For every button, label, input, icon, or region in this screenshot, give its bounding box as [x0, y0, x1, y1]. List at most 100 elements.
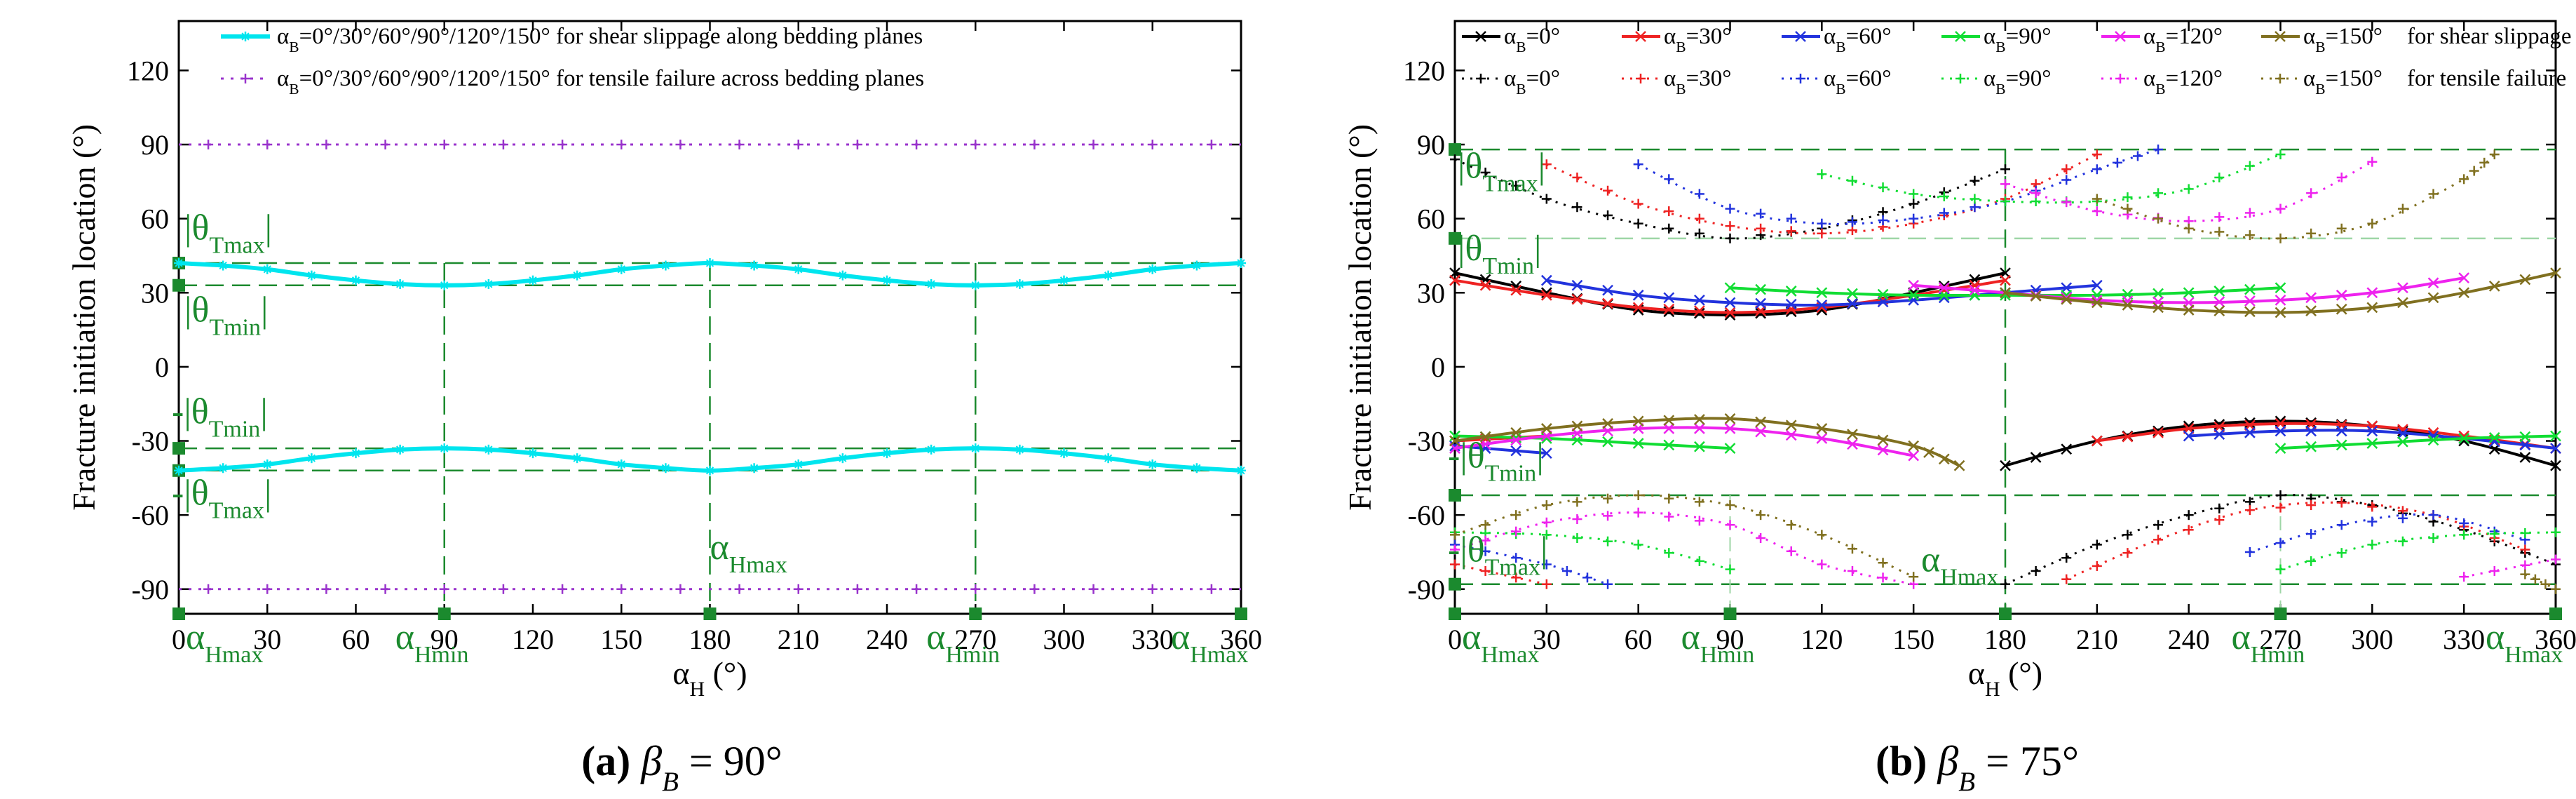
series-shear-point: [307, 454, 316, 462]
series-shear-point: [705, 259, 714, 267]
series-shear-point: [2550, 443, 2561, 454]
series-shear-point: [2091, 435, 2103, 447]
series-shear-point: [1908, 294, 1920, 306]
ref-square: [1449, 231, 1461, 245]
series-shear-point: [1755, 416, 1766, 428]
x-tick-label: 150: [600, 624, 642, 655]
y-axis-title: Fracture initiation location (°): [66, 124, 102, 511]
series-shear-point: [2000, 287, 2011, 299]
y-tick-label: 30: [141, 277, 169, 309]
ref-square: [172, 442, 185, 455]
legend: αB=0° αB=30° αB=60° αB=90° αB=120° αB=150° for…: [1462, 24, 2572, 98]
x-tick-label: 120: [512, 624, 554, 655]
panel-b: 0 30 60 90 120 150 180 210 240 270 300 330 360-90-60…: [1342, 20, 2576, 797]
annot-theta-tmax: |θTmax|: [1458, 146, 1545, 196]
x-tick-label: 270: [2260, 624, 2302, 655]
series-shear-point: [2244, 295, 2256, 307]
series-shear-point: [1571, 293, 1583, 305]
series-shear-line: [2280, 434, 2556, 450]
y-tick-label: -30: [1408, 426, 1445, 457]
series-shear-point: [2214, 305, 2225, 316]
series-shear-point: [2091, 279, 2103, 291]
series-shear-point: [2000, 274, 2011, 286]
y-tick-label: 30: [1417, 277, 1445, 309]
series-shear-point: [1785, 286, 1797, 297]
series-shear-point: [661, 261, 670, 270]
annot-alpha-hmin-270: αHmin: [926, 617, 1000, 668]
series-shear-point: [1694, 305, 1705, 316]
series-shear-point: [1540, 423, 1552, 434]
series-shear-point: [2030, 290, 2042, 302]
legend-marker: [1795, 31, 1806, 42]
series-shear-point: [1449, 274, 1460, 286]
annot-alpha-hmin-270: αHmin: [2232, 617, 2305, 668]
series-shear-point: [2305, 292, 2317, 304]
legend-marker: [1955, 31, 1966, 42]
series-shear-point: [1015, 280, 1024, 288]
series-shear-line: [1454, 434, 1730, 450]
series-shear-point: [1602, 436, 1613, 448]
series-shear-point: [794, 460, 803, 469]
series-shear-point: [2519, 439, 2531, 451]
y-tick-label: 60: [141, 203, 169, 235]
y-tick-label: -90: [1408, 574, 1445, 605]
series-shear-point: [1908, 450, 1920, 462]
series-shear-point: [396, 445, 405, 454]
series-shear-point: [440, 281, 449, 290]
series-shear-point: [2030, 452, 2042, 463]
legend-label: αB=30°: [1664, 66, 1731, 98]
series-shear-point: [263, 265, 271, 274]
annot-neg-theta-tmin: -|θTmin|: [172, 391, 268, 442]
series-shear-point: [927, 280, 935, 288]
series-shear-point: [1816, 423, 1828, 434]
series-shear-point: [1785, 429, 1797, 441]
series-shear-point: [2336, 425, 2347, 437]
series-shear-point: [1632, 302, 1644, 314]
ref-square: [1235, 607, 1247, 620]
series-shear-point: [2519, 452, 2531, 463]
series-shear-point: [1724, 282, 1736, 294]
y-tick-label: 0: [155, 351, 169, 383]
series-shear-point: [2366, 420, 2378, 432]
series-shear-point: [2275, 443, 2286, 454]
legend-label: αB=0°: [1504, 66, 1560, 98]
series-shear-point: [1510, 445, 1522, 457]
series-shear-point: [750, 464, 759, 472]
series-tensile-line: [2524, 573, 2556, 591]
ref-square: [1723, 607, 1737, 620]
x-tick-label: 30: [253, 624, 281, 655]
series-shear-point: [2183, 430, 2195, 442]
series-shear-point: [1193, 261, 1201, 270]
ref-square: [1449, 489, 1461, 502]
series-shear-point: [1847, 297, 1858, 309]
series-shear-line: [2005, 271, 2556, 314]
series-shear-point: [1104, 454, 1113, 462]
series-shear-point: [2366, 287, 2378, 299]
series-shear-point: [1632, 415, 1644, 427]
annot-alpha-hmax-0: αHmax: [1462, 617, 1539, 668]
series-shear-point: [2153, 288, 2164, 300]
series-shear-point: [1663, 306, 1675, 318]
series-shear-point: [396, 280, 405, 288]
series-shear-point: [1877, 444, 1889, 456]
series-shear-point: [794, 265, 803, 274]
x-tick-label: 60: [1625, 624, 1653, 655]
series-shear-point: [2061, 293, 2073, 305]
y-tick-label: 60: [1417, 203, 1445, 235]
series-shear-point: [573, 454, 581, 462]
series-shear-point: [1571, 279, 1583, 291]
series-shear-point: [2427, 292, 2439, 304]
legend-suffix: for shear slippage: [2407, 24, 2572, 49]
y-tick-label: -30: [132, 426, 169, 457]
series-shear-point: [2244, 417, 2256, 429]
ref-square: [1449, 577, 1461, 591]
series-tensile-line: [2280, 531, 2556, 571]
panel-caption: (a) βB = 90°: [581, 738, 782, 797]
series-shear-point: [2458, 433, 2470, 444]
series-shear-point: [2244, 283, 2256, 295]
series-shear-point: [1148, 265, 1157, 274]
ref-square: [1449, 607, 1461, 620]
x-tick-label: 330: [1132, 624, 1174, 655]
series-shear-point: [1755, 283, 1766, 295]
annot-alpha-hmax: αHmax: [710, 528, 787, 578]
